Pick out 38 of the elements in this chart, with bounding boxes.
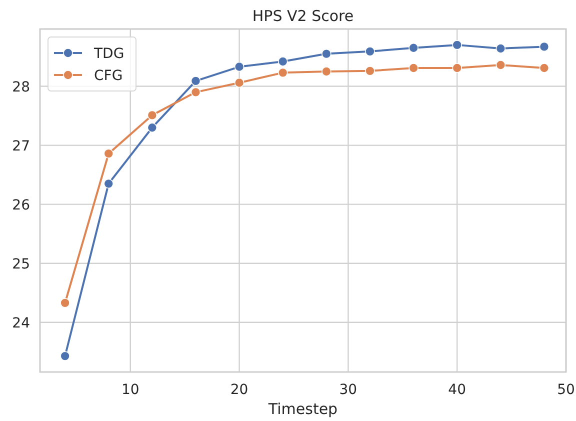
- point: [365, 66, 375, 76]
- point: [147, 122, 158, 132]
- point: [496, 44, 506, 54]
- point: [452, 63, 462, 73]
- point: [539, 63, 550, 73]
- point: [408, 63, 418, 73]
- point: [190, 76, 201, 86]
- x-axis-title: Timestep: [267, 400, 338, 418]
- point: [539, 42, 550, 52]
- x-tick-label: 10: [121, 382, 140, 398]
- point: [60, 351, 70, 361]
- point: [190, 87, 201, 98]
- point: [496, 60, 506, 70]
- point: [322, 48, 332, 59]
- point: [322, 66, 332, 76]
- point: [234, 62, 244, 72]
- point: [234, 78, 244, 88]
- x-tick-label: 50: [557, 382, 575, 398]
- legend-label: TDG: [93, 46, 124, 62]
- y-tick-label: 24: [12, 315, 30, 332]
- point: [408, 42, 418, 53]
- point: [60, 298, 70, 308]
- x-tick-label: 20: [230, 382, 248, 398]
- point: [452, 40, 462, 50]
- chart-title: HPS V2 Score: [252, 7, 354, 25]
- y-tick-label: 25: [12, 256, 30, 272]
- point: [365, 46, 375, 56]
- y-tick-label: 28: [12, 79, 30, 96]
- point: [104, 148, 114, 158]
- point: [278, 68, 288, 78]
- y-tick-label: 27: [12, 138, 30, 154]
- point: [278, 56, 288, 66]
- legend-label: CFG: [94, 68, 123, 84]
- point: [104, 178, 114, 189]
- point: [147, 110, 158, 120]
- y-tick-label: 26: [12, 197, 30, 214]
- x-tick-label: 30: [339, 382, 358, 398]
- x-tick-label: 40: [448, 382, 466, 398]
